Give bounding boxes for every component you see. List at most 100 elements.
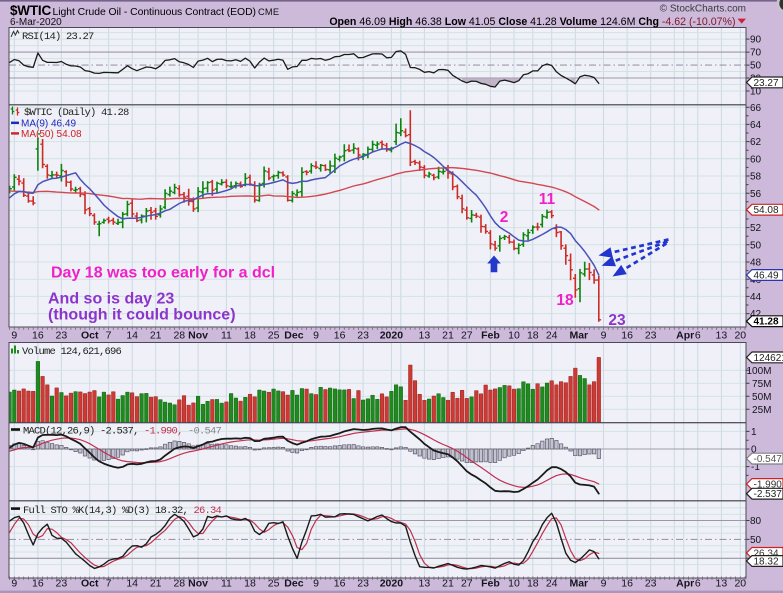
svg-text:Day 18 was too early for a dcl: Day 18 was too early for a dcl xyxy=(51,265,275,282)
svg-text:18: 18 xyxy=(556,292,574,309)
svg-text:9: 9 xyxy=(11,577,17,589)
svg-text:16: 16 xyxy=(334,329,346,341)
svg-text:124621696: 124621696 xyxy=(754,353,783,364)
svg-text:18: 18 xyxy=(244,329,256,341)
svg-text:Mar: Mar xyxy=(569,577,588,589)
svg-text:80: 80 xyxy=(750,516,762,527)
svg-text:Dec: Dec xyxy=(284,329,303,341)
svg-text:26.34: 26.34 xyxy=(754,548,779,559)
svg-text:Volume 124,621,696: Volume 124,621,696 xyxy=(22,346,122,358)
svg-text:90: 90 xyxy=(750,35,762,46)
svg-text:23: 23 xyxy=(608,312,626,329)
svg-text:Mar: Mar xyxy=(569,329,588,341)
svg-text:-1.990: -1.990 xyxy=(754,480,783,491)
svg-text:$WTIC (Daily) 41.28: $WTIC (Daily) 41.28 xyxy=(24,107,129,119)
svg-text:25: 25 xyxy=(268,329,280,341)
svg-text:16: 16 xyxy=(32,329,44,341)
svg-text:-1: -1 xyxy=(751,462,760,473)
svg-text:1: 1 xyxy=(751,427,757,438)
svg-text:18: 18 xyxy=(527,329,539,341)
svg-text:42: 42 xyxy=(750,309,762,320)
svg-text:28: 28 xyxy=(173,329,185,341)
svg-text:23.27: 23.27 xyxy=(754,78,779,89)
svg-text:(though it could bounce): (though it could bounce) xyxy=(48,307,236,324)
svg-text:16: 16 xyxy=(334,577,346,589)
svg-text:25M: 25M xyxy=(752,405,771,416)
svg-text:10: 10 xyxy=(750,87,762,98)
svg-text:23: 23 xyxy=(357,577,369,589)
svg-text:Feb: Feb xyxy=(481,577,500,589)
svg-text:25: 25 xyxy=(268,577,280,589)
svg-text:Apr: Apr xyxy=(676,577,694,589)
svg-text:70: 70 xyxy=(750,48,762,59)
svg-text:MA(50) 54.08: MA(50) 54.08 xyxy=(21,129,82,140)
svg-text:11: 11 xyxy=(539,191,556,208)
svg-text:75M: 75M xyxy=(752,379,771,390)
svg-text:50M: 50M xyxy=(752,392,771,403)
svg-text:20: 20 xyxy=(734,577,746,589)
svg-text:24: 24 xyxy=(546,577,558,589)
svg-text:9: 9 xyxy=(11,329,17,341)
svg-text:23: 23 xyxy=(56,329,68,341)
svg-text:6: 6 xyxy=(695,329,701,341)
svg-text:6: 6 xyxy=(695,577,701,589)
svg-text:Nov: Nov xyxy=(188,577,208,589)
svg-text:27: 27 xyxy=(461,577,473,589)
svg-text:6-Mar-2020: 6-Mar-2020 xyxy=(10,17,62,28)
svg-text:MACD(12,26,9) -2.537, -1.990,: MACD(12,26,9) -2.537, -1.990, -0.547 xyxy=(23,425,222,437)
svg-text:23: 23 xyxy=(645,577,657,589)
svg-text:14: 14 xyxy=(126,329,138,341)
svg-text:Full STO %K(14,3) %D(3) 18.32,: Full STO %K(14,3) %D(3) 18.32, 26.34 xyxy=(23,505,222,517)
svg-text:56: 56 xyxy=(750,189,762,200)
svg-text:50: 50 xyxy=(750,535,762,546)
svg-text:54.08: 54.08 xyxy=(754,205,779,216)
svg-text:21: 21 xyxy=(150,329,162,341)
svg-text:10: 10 xyxy=(508,577,520,589)
svg-text:CME: CME xyxy=(258,7,279,17)
svg-text:-0.547: -0.547 xyxy=(754,454,783,465)
svg-text:9: 9 xyxy=(601,577,607,589)
svg-text:Open 46.09 High 46.38 Low 41.0: Open 46.09 High 46.38 Low 41.05 Close 41… xyxy=(329,16,735,28)
svg-text:9: 9 xyxy=(601,329,607,341)
svg-text:64: 64 xyxy=(750,120,762,131)
svg-text:16: 16 xyxy=(621,577,633,589)
svg-text:18: 18 xyxy=(244,577,256,589)
svg-text:© StockCharts.com: © StockCharts.com xyxy=(660,3,746,14)
svg-text:13: 13 xyxy=(716,577,728,589)
svg-text:RSI(14) 23.27: RSI(14) 23.27 xyxy=(22,31,94,43)
svg-text:60: 60 xyxy=(750,154,762,165)
svg-text:7: 7 xyxy=(106,577,112,589)
svg-text:100M: 100M xyxy=(746,366,771,377)
svg-text:14: 14 xyxy=(126,577,138,589)
svg-text:21: 21 xyxy=(442,329,454,341)
svg-text:2: 2 xyxy=(500,209,509,226)
svg-text:27: 27 xyxy=(461,329,473,341)
svg-text:48: 48 xyxy=(750,258,762,269)
svg-text:2020: 2020 xyxy=(380,577,404,589)
svg-text:Feb: Feb xyxy=(481,329,500,341)
svg-text:46.49: 46.49 xyxy=(754,271,779,282)
svg-text:11: 11 xyxy=(221,577,232,589)
svg-text:50: 50 xyxy=(750,61,762,72)
svg-text:9: 9 xyxy=(313,577,319,589)
svg-text:9: 9 xyxy=(313,329,319,341)
svg-text:MA(9) 46.49: MA(9) 46.49 xyxy=(21,118,76,129)
svg-text:0: 0 xyxy=(751,445,757,456)
svg-text:13: 13 xyxy=(419,329,431,341)
svg-text:18.32: 18.32 xyxy=(754,557,779,568)
svg-text:7: 7 xyxy=(106,329,112,341)
svg-text:Light Crude Oil - Continuous C: Light Crude Oil - Continuous Contract (E… xyxy=(53,7,256,18)
svg-text:And so is day 23: And so is day 23 xyxy=(48,291,174,308)
svg-text:13: 13 xyxy=(716,329,728,341)
svg-text:13: 13 xyxy=(419,577,431,589)
svg-text:Dec: Dec xyxy=(284,577,303,589)
svg-text:2020: 2020 xyxy=(380,329,404,341)
svg-text:62: 62 xyxy=(750,137,762,148)
svg-text:Apr: Apr xyxy=(676,329,694,341)
svg-text:16: 16 xyxy=(621,329,633,341)
svg-text:Nov: Nov xyxy=(188,329,208,341)
svg-text:44: 44 xyxy=(750,292,762,303)
svg-text:21: 21 xyxy=(442,577,454,589)
svg-text:21: 21 xyxy=(150,577,162,589)
svg-text:-2.537: -2.537 xyxy=(754,489,783,500)
